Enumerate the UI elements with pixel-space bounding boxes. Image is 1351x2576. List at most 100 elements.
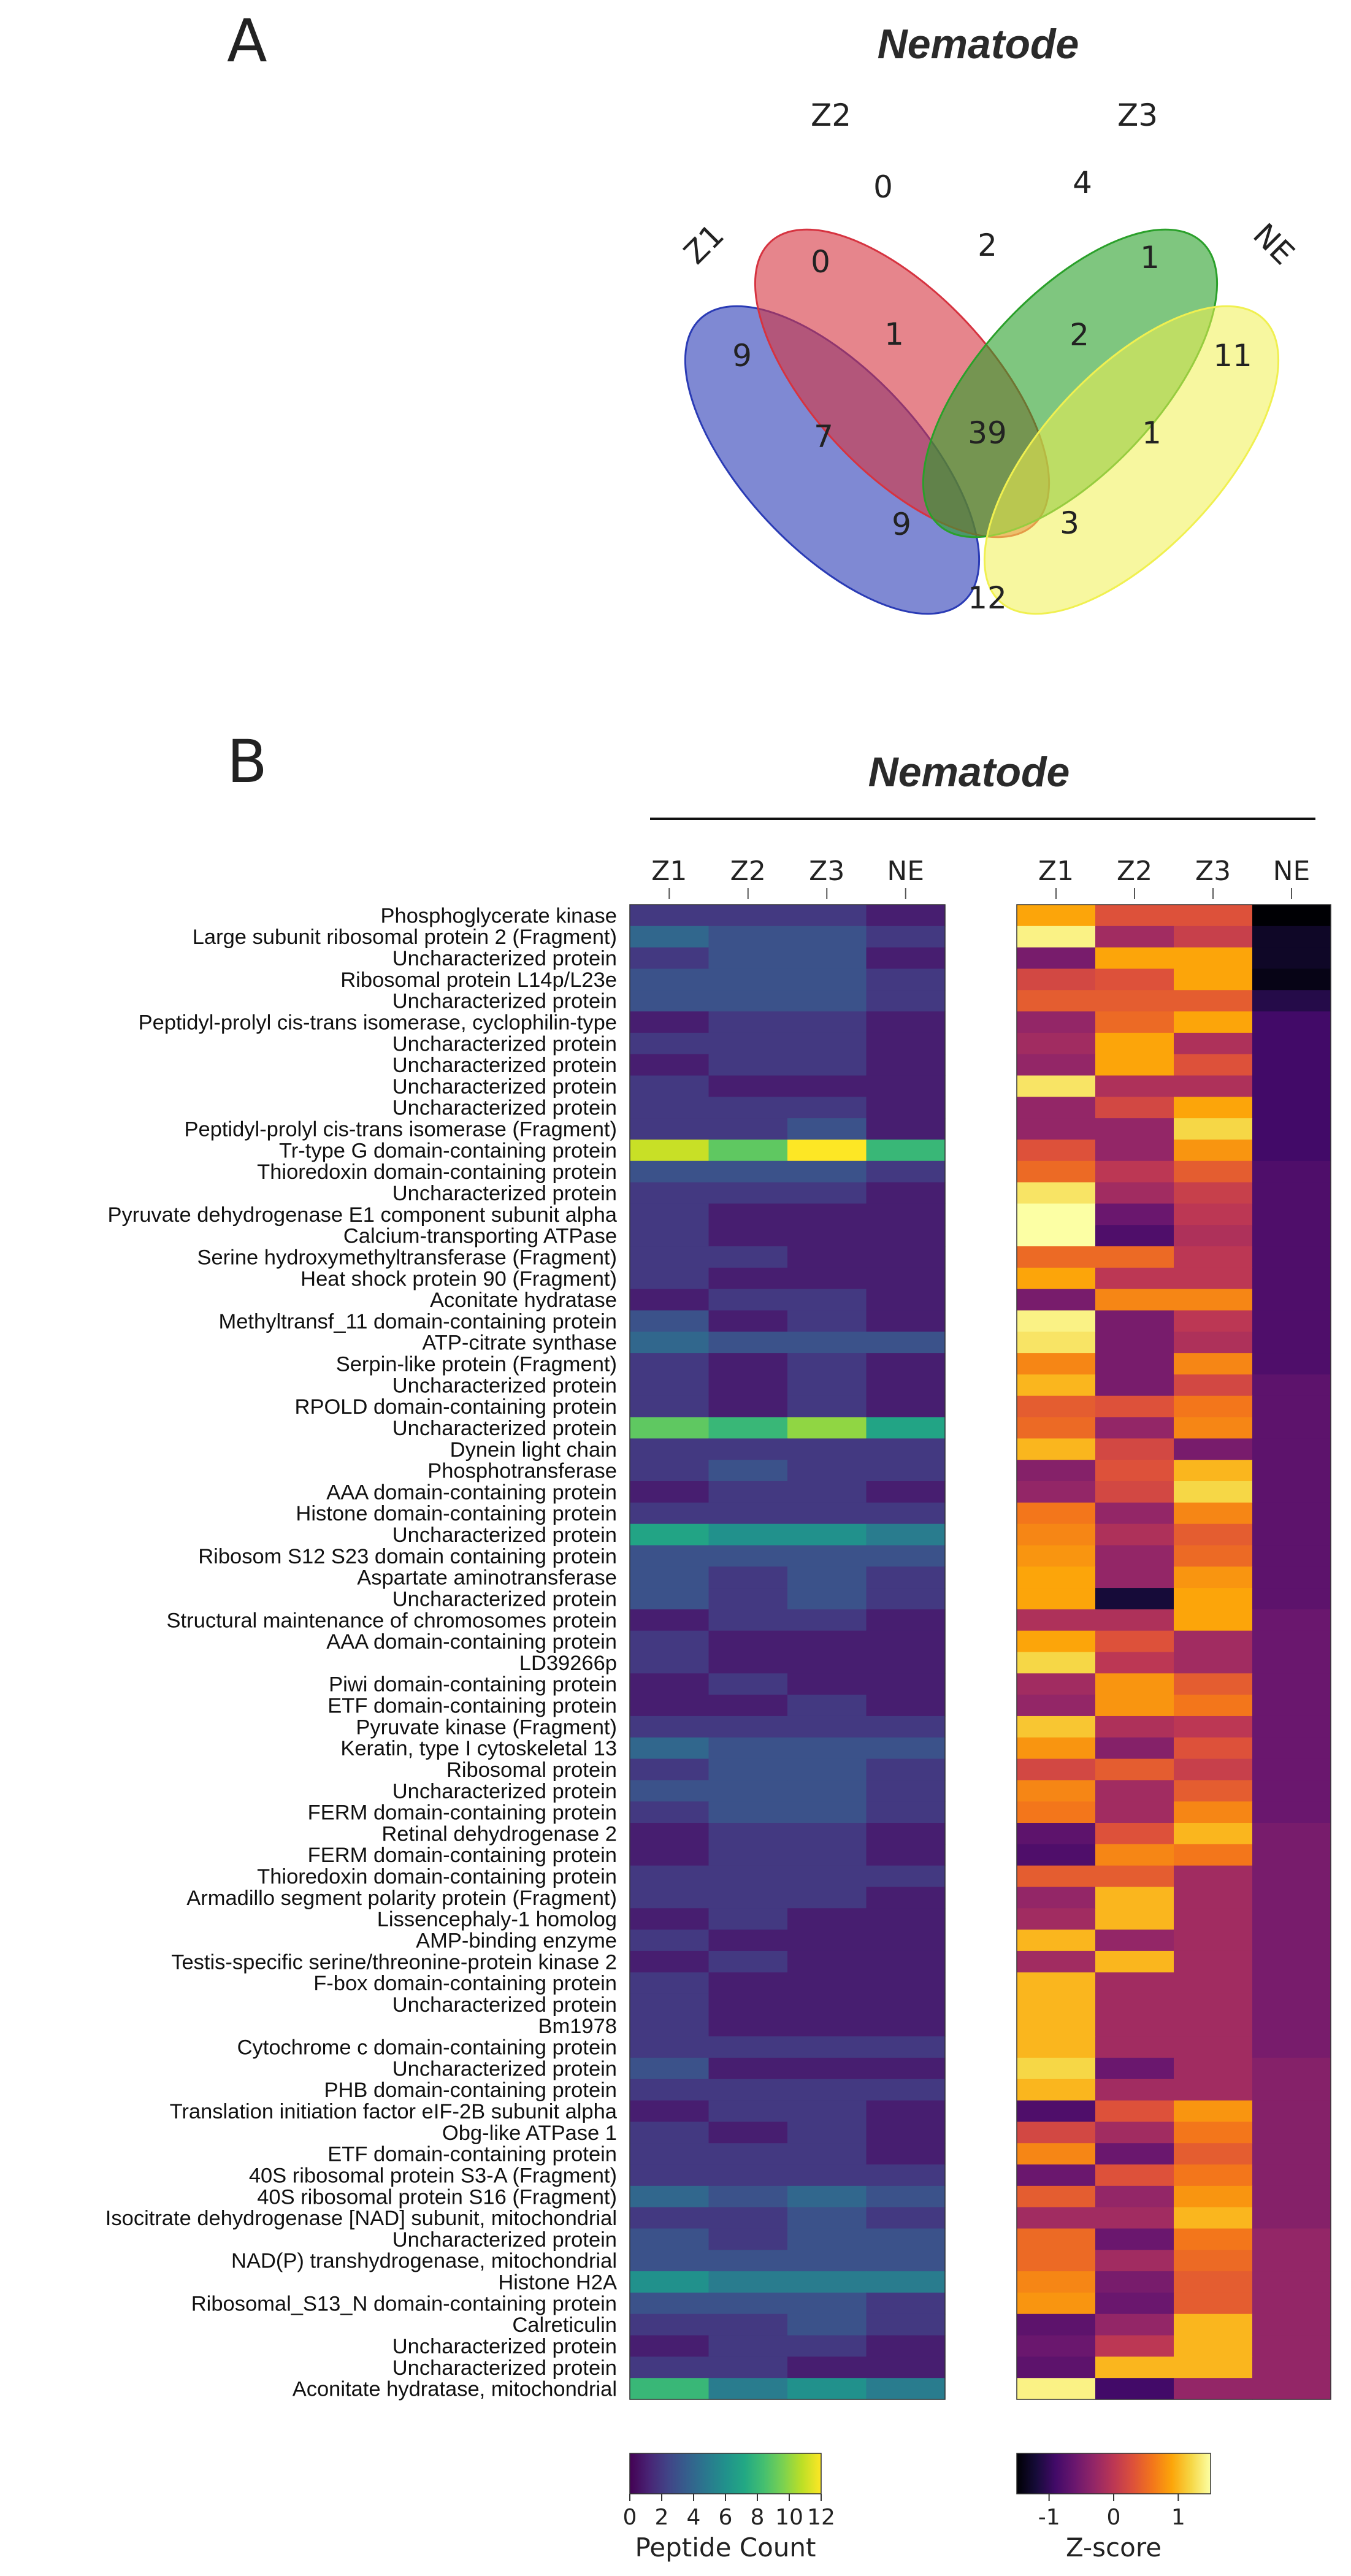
peptide-count-cell [630, 1823, 710, 1845]
peptide-count-cell [708, 2079, 788, 2101]
zscore-cell [1174, 1481, 1253, 1503]
peptide-count-cell [630, 1887, 710, 1909]
peptide-count-cell [866, 1737, 946, 1760]
zscore-cell [1252, 1993, 1331, 2015]
zscore-cell [1017, 2356, 1096, 2379]
zscore-cell [1252, 1182, 1331, 1204]
zscore-cell [1174, 1289, 1253, 1311]
peptide-count-cell [630, 1139, 710, 1162]
zscore-cell [1252, 1524, 1331, 1546]
zscore-cell [1095, 1097, 1174, 1119]
peptide-count-cell [787, 2313, 867, 2336]
zscore-cell [1252, 1972, 1331, 1995]
peptide-count-cell [866, 1160, 946, 1183]
zscore-cell [1095, 2164, 1174, 2187]
zscore-cell [1017, 1460, 1096, 1482]
peptide-count-cell [708, 2143, 788, 2165]
zscore-cell [1174, 1887, 1253, 1909]
zscore-cell [1252, 1011, 1331, 1033]
zscore-cell [1017, 2207, 1096, 2229]
peptide-count-cell [708, 2250, 788, 2272]
zscore-cell [1095, 1310, 1174, 1332]
zscore-cell [1174, 1972, 1253, 1995]
zscore-cell [1174, 1609, 1253, 1631]
zscore-cell [1174, 1097, 1253, 1119]
peptide-count-cell [708, 1502, 788, 1525]
peptide-count-cell [787, 1801, 867, 1823]
zscore-cell [1017, 1673, 1096, 1695]
peptide-count-cell [787, 2356, 867, 2379]
zscore-cell [1017, 1310, 1096, 1332]
zscore-cell [1095, 2335, 1174, 2357]
protein-label: ATP-citrate synthase [422, 1332, 617, 1355]
peptide-count-cell [787, 2015, 867, 2037]
protein-label: Peptidyl-prolyl cis-trans isomerase, cyc… [139, 1011, 617, 1034]
peptide-count-cell [787, 1246, 867, 1268]
zscore-cell [1174, 1438, 1253, 1460]
zscore-cell [1017, 1032, 1096, 1055]
zscore-cell [1017, 1695, 1096, 1717]
peptide-count-cell [708, 1097, 788, 1119]
zscore-cell [1017, 1353, 1096, 1375]
protein-label: Uncharacterized protein [392, 2356, 617, 2380]
venn-ellipse-ne [983, 305, 1280, 615]
peptide-count-cell [630, 1332, 710, 1354]
peptide-count-cell [787, 1844, 867, 1866]
protein-label: Testis-specific serine/threonine-protein… [171, 1950, 617, 1974]
protein-label: Uncharacterized protein [392, 1417, 617, 1440]
peptide-count-cell [866, 2271, 946, 2293]
zscore-cell [1252, 1097, 1331, 1119]
peptide-count-cell [630, 1075, 710, 1097]
peptide-colorbar [629, 2453, 822, 2494]
panel-a-label: A [227, 7, 267, 75]
zscore-cell [1095, 1203, 1174, 1225]
peptide-count-cell [866, 1758, 946, 1781]
peptide-count-cell [787, 1524, 867, 1546]
protein-label: Uncharacterized protein [392, 1182, 617, 1205]
zscore-cell [1252, 1502, 1331, 1525]
zscore-cell [1017, 2185, 1096, 2208]
zscore-cell [1095, 1737, 1174, 1760]
zscore-cell [1017, 2036, 1096, 2058]
protein-label: Uncharacterized protein [392, 1587, 617, 1611]
protein-label: PHB domain-containing protein [324, 2079, 617, 2102]
peptide-count-cell [866, 1097, 946, 1119]
peptide-count-cell [708, 2292, 788, 2315]
venn-count: 39 [968, 415, 1007, 451]
protein-label: Ribosomal protein L14p/L23e [340, 968, 617, 992]
protein-label: 40S ribosomal protein S3-A (Fragment) [249, 2164, 617, 2187]
peptide-count-cell [787, 1780, 867, 1802]
peptide-count-cell [866, 1502, 946, 1525]
peptide-count-cell [787, 905, 867, 927]
zscore-cell [1017, 2228, 1096, 2250]
peptide-count-cell [630, 2228, 710, 2250]
peptide-count-cell [866, 1609, 946, 1631]
zscore-cell [1017, 2335, 1096, 2357]
protein-label: Uncharacterized protein [392, 1032, 617, 1056]
zscore-cell [1017, 1118, 1096, 1140]
protein-label: Phosphotransferase [427, 1460, 617, 1483]
peptide-count-cell [866, 1780, 946, 1802]
venn-count: 1 [1142, 415, 1162, 451]
zscore-cell [1017, 1588, 1096, 1610]
peptide-count-cell [630, 2057, 710, 2080]
zscore-cell [1017, 1844, 1096, 1866]
peptide-count-cell [866, 1246, 946, 1268]
zscore-cell [1017, 1758, 1096, 1781]
peptide-count-cell [787, 2143, 867, 2165]
zscore-cell [1252, 1844, 1331, 1866]
zscore-cell [1095, 2143, 1174, 2165]
zscore-cell [1174, 2164, 1253, 2187]
venn-set-label: NE [1246, 217, 1301, 272]
peptide-count-cell [787, 2292, 867, 2315]
zscore-cell [1174, 1332, 1253, 1354]
protein-label: Serpin-like protein (Fragment) [336, 1353, 617, 1376]
zscore-cell [1252, 2079, 1331, 2101]
peptide-count-cell [630, 2313, 710, 2336]
peptide-count-cell [866, 1203, 946, 1225]
zscore-cell [1017, 1374, 1096, 1397]
peptide-count-cell [630, 1609, 710, 1631]
peptide-count-cell [866, 1865, 946, 1888]
zscore-cell [1174, 1801, 1253, 1823]
zscore-cell [1095, 2228, 1174, 2250]
